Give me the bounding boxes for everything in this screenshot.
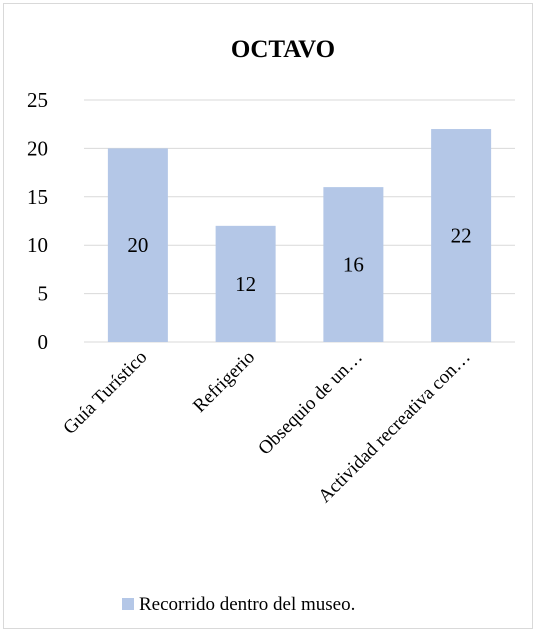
bars: 20 12 16 22	[107, 129, 492, 342]
legend-swatch	[122, 598, 134, 610]
data-label: 22	[451, 224, 472, 248]
x-tick-label: Guía Turístico	[59, 347, 151, 439]
y-tick-label: 5	[38, 282, 49, 306]
y-tick-label: 0	[38, 330, 49, 354]
x-tick-label: Refrigerio	[189, 347, 259, 417]
data-label: 12	[235, 272, 256, 296]
chart-title: OCTAVO	[231, 36, 335, 63]
y-tick-label: 15	[27, 185, 48, 209]
y-tick-label: 10	[27, 233, 48, 257]
y-axis-ticks: 0 5 10 15 20 25	[27, 88, 48, 354]
legend-label: Recorrido dentro del museo.	[139, 594, 355, 615]
bar	[323, 187, 384, 342]
data-label: 20	[127, 233, 148, 257]
y-tick-label: 20	[27, 136, 48, 160]
bar	[431, 129, 492, 342]
data-label: 16	[343, 253, 364, 277]
x-tick-label: Obsequio de un…	[254, 347, 367, 460]
legend: Recorrido dentro del museo.	[122, 594, 355, 615]
bar	[107, 148, 168, 342]
y-tick-label: 25	[27, 88, 48, 112]
bar	[215, 225, 276, 342]
